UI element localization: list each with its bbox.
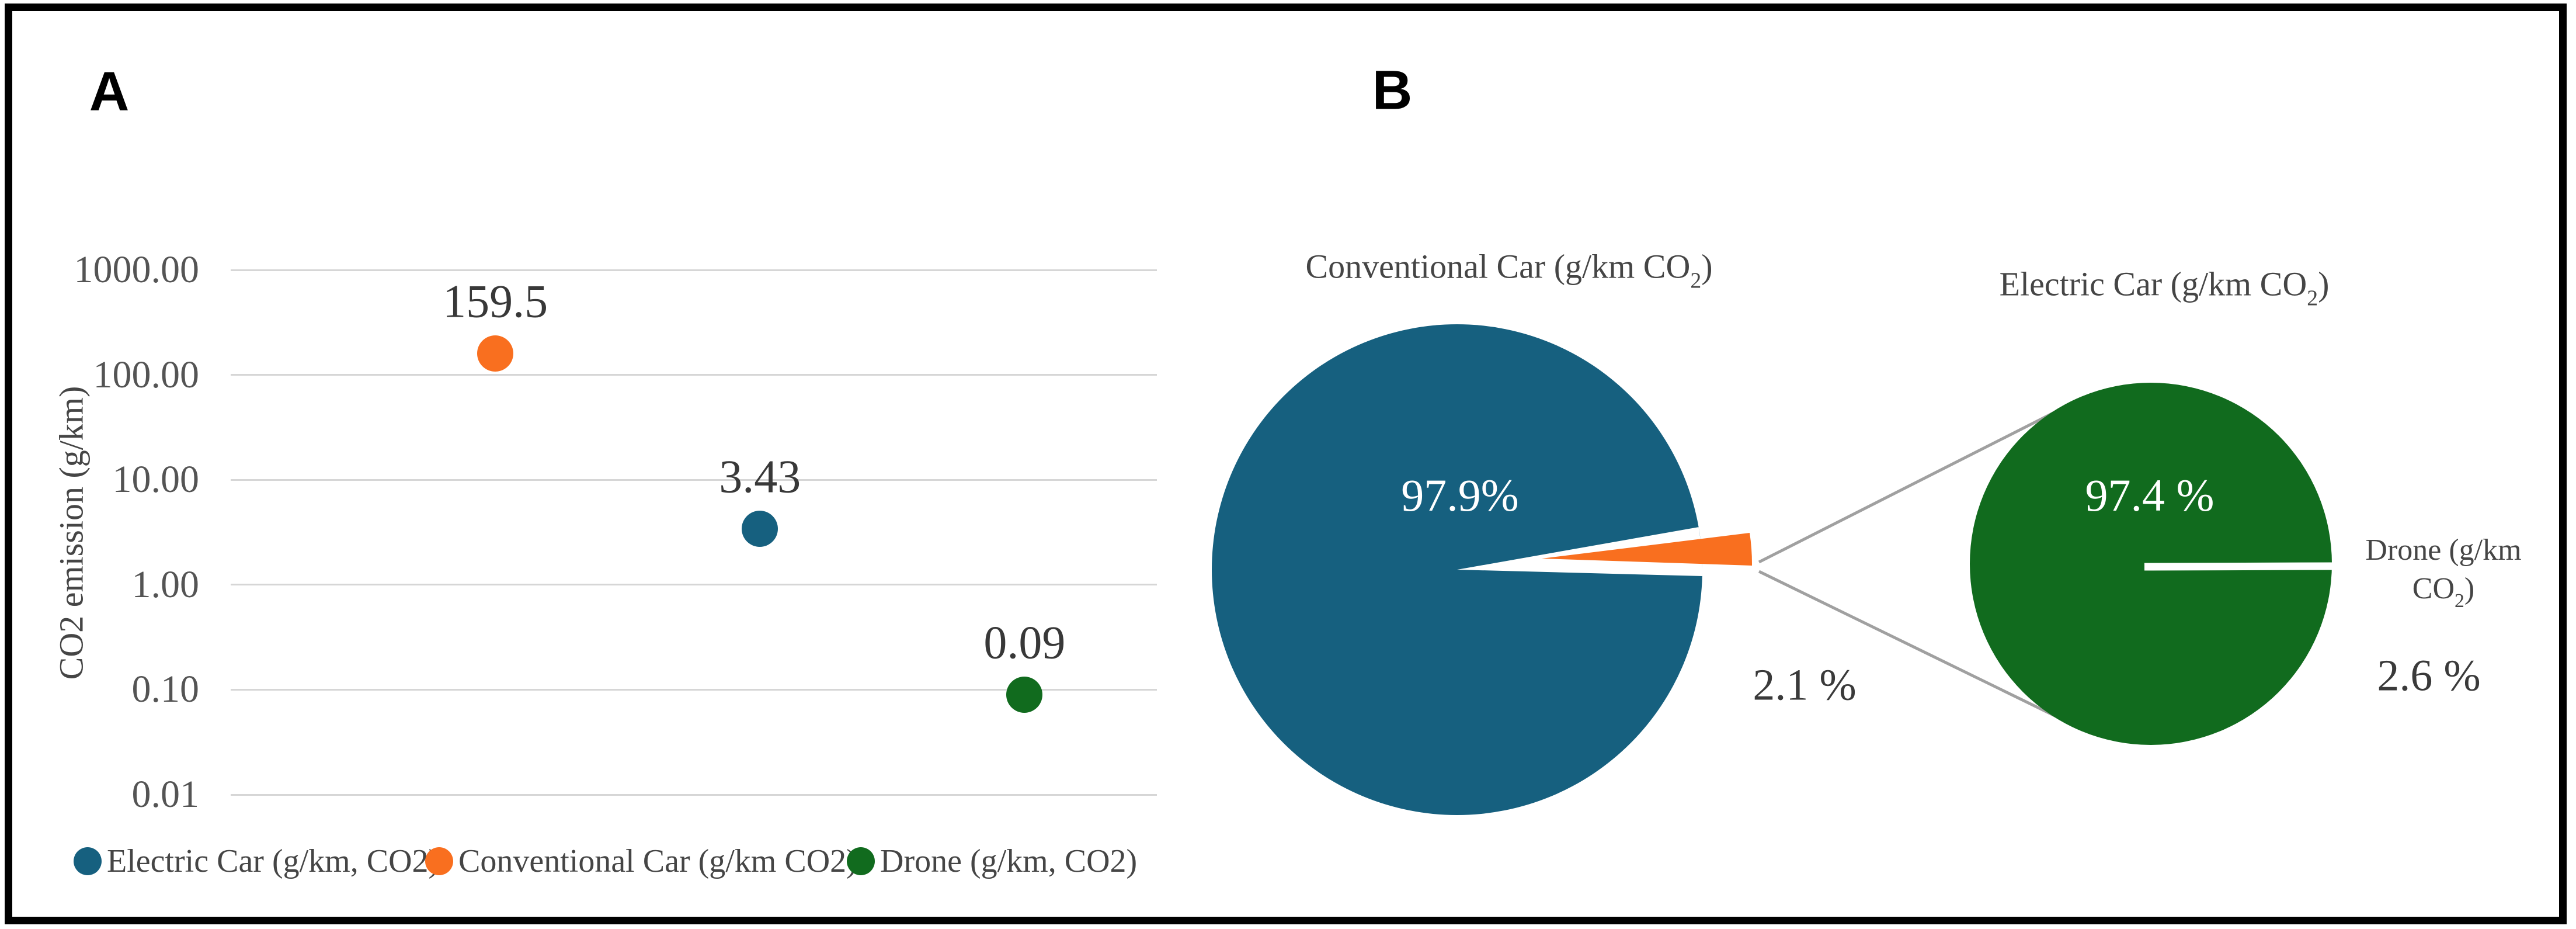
legend-marker-icon (74, 847, 102, 875)
scatter-point (742, 510, 778, 547)
legend-label: Conventional Car (g/km CO2) (458, 843, 857, 879)
pie-conventional-title-close: ) (1701, 247, 1713, 286)
pie-electric-main-percent: 97.4 % (2085, 470, 2215, 521)
drone-slice-label-close: ) (2464, 572, 2475, 605)
pie-conventional-title-subscript: 2 (1690, 268, 1702, 293)
gridline (231, 584, 1157, 586)
pie-electric-title-text: Electric Car (g/km CO (1999, 265, 2307, 303)
y-tick-label: 0.01 (131, 773, 200, 816)
panel-b-label: B (1372, 59, 1413, 122)
legend-item: Electric Car (g/km, CO2) (74, 845, 439, 878)
scatter-point (477, 335, 514, 372)
pie-conventional-small-percent: 2.1 % (1753, 660, 1857, 710)
legend-marker-icon (847, 847, 875, 875)
scatter-point-value-label: 3.43 (719, 451, 801, 503)
pie-electric-drone-slice-line (2144, 562, 2333, 571)
gridline (231, 688, 1157, 691)
y-tick-label: 100.00 (93, 353, 200, 396)
y-tick-label: 1.00 (131, 563, 200, 606)
panel-a-label: A (89, 60, 130, 123)
legend-item: Drone (g/km, CO2) (847, 845, 1137, 878)
scatter-point-value-label: 159.5 (443, 276, 548, 328)
pie-conventional-title: Conventional Car (g/km CO2) (1305, 247, 1713, 292)
pie-electric-small-percent: 2.6 % (2377, 651, 2481, 701)
connector-line-top (1758, 403, 2071, 564)
pie-conventional-notch (1457, 527, 1703, 576)
y-tick-label: 0.10 (131, 668, 200, 711)
pie-conventional-main-percent: 97.9% (1401, 470, 1519, 521)
drone-slice-label: Drone (g/km CO2) (2365, 531, 2522, 611)
pie-conventional-exploded-slice (1542, 533, 1753, 566)
legend-label: Drone (g/km, CO2) (880, 843, 1138, 879)
drone-slice-label-line1: Drone (g/km (2365, 533, 2522, 567)
pie-conventional-title-text: Conventional Car (g/km CO (1305, 247, 1691, 286)
gridline (231, 479, 1157, 481)
pie-electric-title-subscript: 2 (2307, 286, 2318, 311)
drone-slice-label-line2: CO (2412, 572, 2455, 605)
legend-marker-icon (425, 847, 453, 875)
legend-item: Conventional Car (g/km CO2) (425, 845, 857, 878)
gridline (231, 269, 1157, 271)
y-tick-label: 10.00 (112, 458, 200, 501)
pie-electric-title: Electric Car (g/km CO2) (1999, 265, 2330, 310)
connector-line-bottom (1758, 570, 2071, 725)
scatter-point (1006, 676, 1043, 713)
gridline (231, 793, 1157, 796)
drone-slice-label-subscript: 2 (2455, 590, 2464, 612)
y-tick-label: 1000.00 (74, 248, 200, 291)
gridline (231, 374, 1157, 376)
pie-electric-title-close: ) (2318, 265, 2330, 303)
legend-label: Electric Car (g/km, CO2) (107, 843, 440, 879)
scatter-point-value-label: 0.09 (983, 617, 1066, 669)
